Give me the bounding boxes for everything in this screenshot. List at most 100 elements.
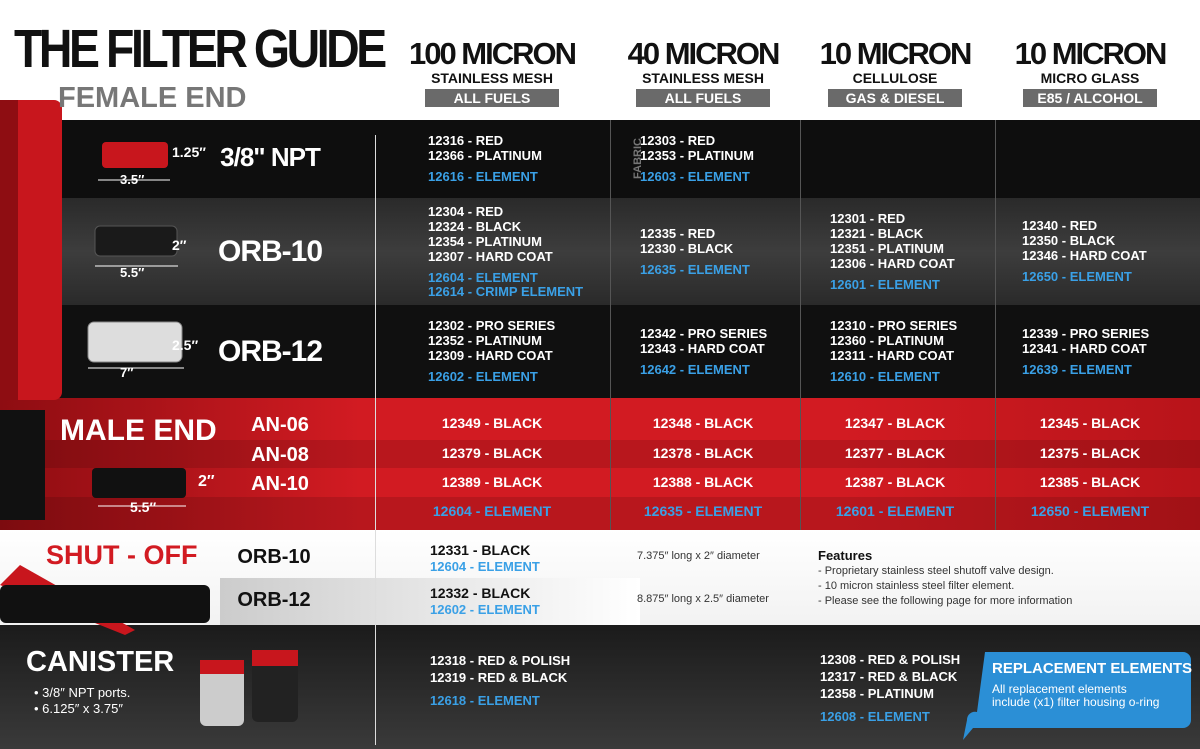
dim-label: 5.5″	[130, 499, 157, 515]
feature-item: - Proprietary stainless steel shutoff va…	[818, 565, 1054, 577]
part-number: 12348 - BLACK	[652, 415, 754, 431]
part-number: 12340 - RED	[1022, 218, 1098, 233]
part-number: 12389 - BLACK	[441, 474, 543, 490]
element-number: 12616 - ELEMENT	[428, 169, 538, 184]
element-number: 12639 - ELEMENT	[1022, 361, 1132, 377]
element-number: 12602 - ELEMENT	[428, 369, 538, 384]
row-size: AN-10	[251, 473, 309, 495]
dim-label: 1.25″	[172, 144, 206, 160]
row-band	[0, 440, 1200, 468]
element-number: 12608 - ELEMENT	[820, 709, 930, 724]
dim-label: 5.5″	[120, 264, 145, 280]
column-micron: 10 MICRON	[1014, 36, 1168, 71]
part-number: 12387 - BLACK	[844, 474, 946, 490]
element-number: 12635 - ELEMENT	[640, 261, 750, 277]
part-number: 12317 - RED & BLACK	[820, 669, 958, 684]
subtitle: FEMALE END	[58, 82, 247, 114]
element-number: 12618 - ELEMENT	[430, 693, 540, 708]
row-size: ORB-10	[237, 546, 311, 568]
male-bg	[0, 398, 1200, 530]
row-size: AN-06	[251, 414, 309, 436]
canister-cap	[200, 660, 244, 674]
callout-title: REPLACEMENT ELEMENTS	[992, 660, 1193, 677]
column-fuel: GAS & DIESEL	[828, 89, 962, 107]
part-number: 12347 - BLACK	[844, 415, 946, 431]
dimensions: 7.375″ long x 2″ diameter	[637, 550, 760, 562]
element-number: 12604 - ELEMENT	[428, 269, 538, 285]
part-number: 12304 - RED	[428, 203, 504, 219]
part-number: 12324 - BLACK	[428, 218, 522, 234]
fabric-note: FABRIC	[631, 138, 644, 179]
element-number: 12604 - ELEMENT	[430, 559, 540, 574]
callout-text: All replacement elements	[992, 682, 1127, 696]
callout-text: include (x1) filter housing o-ring	[992, 695, 1160, 709]
column-media: MICRO GLASS	[1040, 70, 1140, 86]
row-size: 3/8" NPT	[220, 142, 321, 172]
part-number: 12335 - RED	[640, 225, 716, 241]
part-number: 12302 - PRO SERIES	[428, 318, 556, 333]
part-number: 12352 - PLATINUM	[428, 333, 542, 348]
divider	[800, 120, 801, 530]
element-number: 12650 - ELEMENT	[1022, 269, 1132, 284]
part-number: 12366 - PLATINUM	[428, 148, 542, 163]
part-number: 12319 - RED & BLACK	[430, 670, 568, 685]
dim-label: 3.5″	[120, 172, 145, 187]
part-number: 12331 - BLACK	[430, 542, 531, 558]
filter-shade	[0, 100, 18, 400]
column-media: STAINLESS MESH	[642, 70, 764, 86]
canister-note: • 3/8″ NPT ports.	[34, 685, 131, 700]
section-title: MALE END	[60, 414, 217, 447]
part-number: 12377 - BLACK	[844, 445, 946, 461]
features-title: Features	[818, 548, 873, 563]
dim-label: 2″	[172, 236, 187, 253]
element-number: 12601 - ELEMENT	[835, 503, 955, 519]
part-number: 12351 - PLATINUM	[830, 240, 944, 256]
row-size: ORB-10	[217, 234, 323, 268]
row-size: ORB-12	[237, 589, 311, 611]
element-number: 12650 - ELEMENT	[1030, 503, 1150, 519]
part-number: 12330 - BLACK	[640, 240, 734, 256]
divider	[995, 120, 996, 530]
column-micron: 10 MICRON	[819, 36, 973, 71]
column-fuel: E85 / ALCOHOL	[1023, 89, 1157, 107]
part-number: 12309 - HARD COAT	[428, 348, 553, 363]
part-number: 12310 - PRO SERIES	[830, 318, 958, 333]
element-number: 12601 - ELEMENT	[830, 276, 940, 292]
part-number: 12350 - BLACK	[1022, 233, 1116, 248]
part-number: 12375 - BLACK	[1039, 445, 1141, 461]
part-number: 12306 - HARD COAT	[830, 255, 955, 271]
dimensions: 8.875″ long x 2.5″ diameter	[637, 593, 769, 605]
row-size: AN-08	[251, 444, 309, 466]
dim-label: 2.5″	[172, 336, 199, 353]
part-number: 12379 - BLACK	[441, 445, 543, 461]
element-number: 12614 - CRIMP ELEMENT	[428, 283, 584, 299]
part-number: 12385 - BLACK	[1039, 474, 1141, 490]
part-number: 12343 - HARD COAT	[640, 340, 765, 356]
column-fuel: ALL FUELS	[425, 89, 559, 107]
part-number: 12307 - HARD COAT	[428, 248, 553, 264]
feature-item: - 10 micron stainless steel filter eleme…	[818, 580, 1015, 592]
part-number: 12311 - HARD COAT	[830, 348, 955, 363]
column-micron: 40 MICRON	[627, 36, 781, 71]
part-number: 12316 - RED	[428, 133, 504, 148]
row-bg	[0, 120, 1200, 198]
section-title: CANISTER	[26, 646, 175, 678]
part-number: 12303 - RED	[640, 133, 716, 148]
divider	[375, 135, 376, 745]
shutoff-band	[220, 578, 640, 625]
element-number: 12642 - ELEMENT	[640, 361, 750, 377]
canister-cap	[252, 650, 298, 666]
filter-icon	[94, 225, 178, 257]
canister	[200, 660, 244, 726]
shutoff-body	[0, 585, 210, 623]
part-number: 12308 - RED & POLISH	[820, 652, 961, 667]
part-number: 12388 - BLACK	[652, 474, 754, 490]
divider	[610, 120, 611, 530]
column-fuel: ALL FUELS	[636, 89, 770, 107]
element-number: 12635 - ELEMENT	[643, 503, 763, 519]
column-media: CELLULOSE	[852, 70, 938, 86]
row-size: ORB-12	[217, 334, 323, 368]
feature-item: - Please see the following page for more…	[818, 595, 1073, 607]
